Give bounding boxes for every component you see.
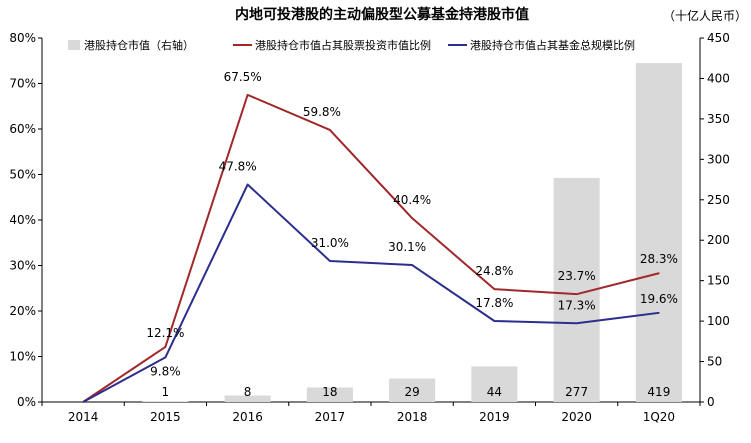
legend-label-line-blue: 港股持仓市值占其基金总规模比例 — [470, 38, 635, 52]
bar-value-label: 419 — [647, 385, 670, 399]
left-axis: 0% 10% 20% 30% 40% 50% 60% 70% 80% — [9, 31, 42, 409]
right-tick-label: 400 — [707, 71, 730, 85]
right-tick-label: 300 — [707, 152, 730, 166]
line-value-label: 12.1% — [146, 326, 184, 340]
line-point — [575, 293, 578, 295]
line-value-label: 23.7% — [558, 269, 596, 283]
right-axis: 0 50 100 150 200 250 300 350 400 450 — [700, 31, 730, 409]
line-point — [329, 260, 331, 262]
line-point — [493, 288, 496, 290]
chart-title: 内地可投港股的主动偏股型公募基金持港股市值 — [235, 6, 529, 23]
line-point — [658, 312, 660, 314]
legend-label-line-red: 港股持仓市值占其股票投资市值比例 — [255, 38, 431, 52]
line-point — [329, 129, 331, 131]
x-tick-label: 1Q20 — [643, 410, 675, 424]
right-tick-label: 0 — [707, 395, 715, 409]
legend: 港股持仓市值（右轴） 港股持仓市值占其股票投资市值比例 港股持仓市值占其基金总规… — [68, 38, 635, 52]
line-point — [575, 322, 578, 325]
line-value-label: 47.8% — [219, 160, 257, 174]
right-tick-label: 350 — [707, 112, 730, 126]
bar-series — [142, 63, 682, 402]
line-point — [82, 401, 84, 403]
line-point — [493, 320, 496, 322]
left-tick-label: 20% — [9, 304, 36, 318]
right-tick-label: 250 — [707, 193, 730, 207]
bar — [224, 395, 271, 402]
left-tick-label: 50% — [9, 168, 36, 182]
bar-value-label: 18 — [322, 385, 337, 399]
left-tick-label: 60% — [9, 122, 36, 136]
left-tick-label: 30% — [9, 259, 36, 273]
left-tick-label: 70% — [9, 77, 36, 91]
bar-value-label: 277 — [565, 385, 588, 399]
line-value-label: 30.1% — [388, 240, 426, 254]
line-series — [82, 93, 660, 403]
line-value-label: 67.5% — [224, 70, 262, 84]
right-tick-label: 50 — [707, 355, 722, 369]
bar-value-label: 1 — [162, 385, 170, 399]
left-tick-label: 0% — [17, 395, 36, 409]
bar — [471, 366, 518, 402]
bar — [306, 387, 353, 402]
line-value-label: 59.8% — [303, 105, 341, 119]
x-tick-label: 2018 — [397, 410, 428, 424]
right-tick-label: 200 — [707, 233, 730, 247]
left-tick-label: 10% — [9, 350, 36, 364]
line-value-label: 17.3% — [558, 298, 596, 312]
bar-value-label: 29 — [404, 385, 419, 399]
line-point — [164, 346, 167, 348]
line-value-label: 40.4% — [393, 193, 431, 207]
left-tick-label: 40% — [9, 213, 36, 227]
line-value-label: 9.8% — [150, 364, 181, 378]
bar-value-label: 44 — [487, 385, 502, 399]
x-tick-label: 2015 — [150, 410, 181, 424]
x-tick-label: 2020 — [561, 410, 592, 424]
line-point — [164, 356, 167, 359]
x-tick-label: 2016 — [232, 410, 263, 424]
bar — [635, 63, 682, 402]
right-tick-label: 100 — [707, 314, 730, 328]
x-tick-label: 2017 — [315, 410, 346, 424]
unit-label: （十亿人民币） — [663, 8, 747, 23]
line-value-label: 24.8% — [475, 264, 513, 278]
line-value-label: 19.6% — [640, 292, 678, 306]
line-point — [411, 217, 413, 219]
line-value-label: 17.8% — [475, 296, 513, 310]
line-value-label: 28.3% — [640, 252, 678, 266]
line-stock-ratio — [82, 93, 660, 403]
x-axis: 2014 2015 2016 2017 2018 2019 2020 1Q20 — [41, 402, 701, 424]
x-tick-label: 2014 — [68, 410, 99, 424]
bar-value-label: 8 — [244, 385, 252, 399]
line-point — [246, 94, 249, 96]
line-fund-ratio — [82, 183, 660, 403]
right-tick-label: 150 — [707, 274, 730, 288]
left-tick-label: 80% — [9, 31, 36, 45]
x-tick-label: 2019 — [479, 410, 510, 424]
line-point — [658, 272, 660, 275]
bar — [389, 378, 436, 402]
legend-label-bar: 港股持仓市值（右轴） — [84, 38, 194, 52]
line-value-label: 31.0% — [311, 236, 349, 250]
line-point — [246, 183, 249, 186]
right-tick-label: 450 — [707, 31, 730, 45]
line-point — [411, 264, 413, 266]
bar — [142, 401, 189, 402]
legend-swatch-bar — [68, 40, 80, 50]
